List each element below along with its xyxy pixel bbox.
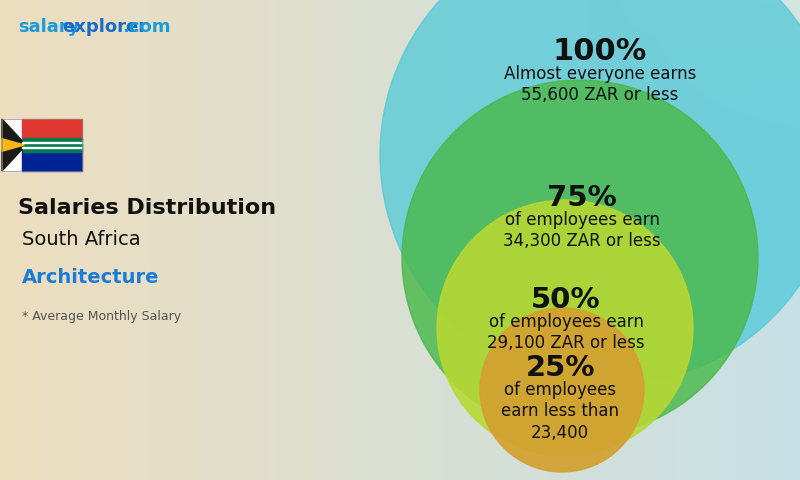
- Text: 100%: 100%: [553, 37, 647, 67]
- Bar: [22, 119, 82, 145]
- Text: .com: .com: [122, 18, 170, 36]
- Text: salary: salary: [18, 18, 79, 36]
- Circle shape: [380, 0, 800, 385]
- Bar: [22, 138, 82, 152]
- Bar: [22, 142, 82, 144]
- Polygon shape: [2, 119, 26, 171]
- Text: earn less than: earn less than: [501, 402, 619, 420]
- Text: Almost everyone earns: Almost everyone earns: [504, 65, 696, 83]
- Text: 25%: 25%: [526, 354, 594, 382]
- Text: Architecture: Architecture: [22, 268, 159, 287]
- Text: 50%: 50%: [531, 286, 601, 314]
- Text: South Africa: South Africa: [22, 230, 141, 249]
- Circle shape: [402, 80, 758, 436]
- Text: of employees earn: of employees earn: [505, 211, 659, 228]
- Circle shape: [480, 308, 644, 472]
- Text: 55,600 ZAR or less: 55,600 ZAR or less: [522, 86, 678, 104]
- Text: * Average Monthly Salary: * Average Monthly Salary: [22, 310, 181, 323]
- Text: 23,400: 23,400: [531, 424, 589, 442]
- Circle shape: [437, 200, 693, 456]
- Bar: [22, 145, 82, 171]
- Bar: [2, 119, 82, 171]
- Text: 29,100 ZAR or less: 29,100 ZAR or less: [487, 334, 645, 352]
- Text: of employees: of employees: [504, 381, 616, 398]
- Text: 75%: 75%: [547, 184, 617, 212]
- Bar: [22, 146, 82, 148]
- Text: 34,300 ZAR or less: 34,300 ZAR or less: [503, 232, 661, 250]
- Text: Salaries Distribution: Salaries Distribution: [18, 198, 276, 218]
- Text: of employees earn: of employees earn: [489, 312, 643, 331]
- Bar: [2, 119, 82, 171]
- Polygon shape: [2, 139, 25, 151]
- Text: explorer: explorer: [62, 18, 147, 36]
